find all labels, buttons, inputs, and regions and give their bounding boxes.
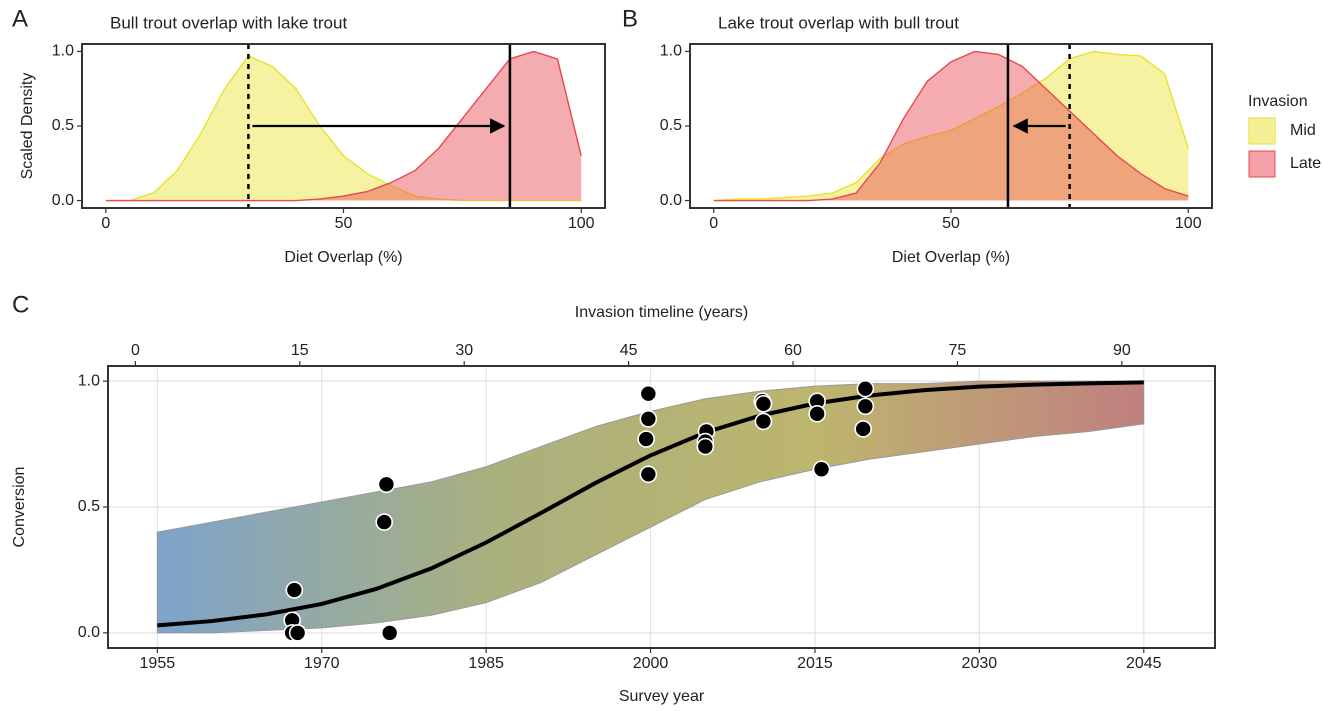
- density-fill: [105, 55, 582, 201]
- survey-point: [812, 460, 831, 479]
- x-tick-label: 2030: [962, 655, 998, 672]
- panel-label: A: [12, 5, 28, 32]
- x-tick-label: 50: [335, 215, 353, 232]
- density-fill: [713, 51, 1189, 201]
- x-tick-label: 1970: [304, 655, 340, 672]
- y-tick-label: 1.0: [52, 43, 74, 60]
- y-tick-label: 0.0: [52, 192, 74, 209]
- y-tick-label: 0.5: [78, 498, 100, 515]
- confidence-band: [156, 380, 1145, 634]
- y-tick-label: 0.5: [52, 117, 74, 134]
- y-tick-label: 1.0: [78, 372, 100, 389]
- survey-point: [856, 397, 875, 416]
- survey-point: [696, 437, 715, 456]
- x-tick-label: 0: [101, 215, 110, 232]
- x-axis-title: Survey year: [619, 688, 705, 705]
- chart-title: Lake trout overlap with bull trout: [718, 13, 959, 32]
- density-fill: [105, 51, 582, 201]
- density-line: [105, 55, 582, 202]
- x-tick-label: 2000: [633, 655, 669, 672]
- y-tick-label: 1.0: [660, 43, 682, 60]
- legend-swatch: [1248, 150, 1276, 178]
- panel-label: C: [12, 291, 29, 318]
- plot-border: [689, 43, 1213, 209]
- x2-tick-label: 30: [455, 342, 473, 359]
- x-tick-label: 0: [709, 215, 718, 232]
- x2-tick-label: 60: [784, 342, 802, 359]
- survey-point: [639, 384, 658, 403]
- survey-point: [856, 379, 875, 398]
- survey-point: [854, 420, 872, 438]
- density-line: [713, 50, 1189, 202]
- chart-title: Bull trout overlap with lake trout: [110, 13, 347, 32]
- x-tick-label: 50: [942, 215, 960, 232]
- x2-tick-label: 90: [1113, 342, 1131, 359]
- plot-border: [107, 365, 1216, 649]
- survey-point: [639, 410, 658, 428]
- panel-label: B: [622, 5, 638, 32]
- x-tick-label: 100: [1175, 215, 1202, 232]
- y-tick-label: 0.0: [78, 624, 100, 641]
- plot-border: [81, 43, 606, 209]
- x-tick-label: 1955: [140, 655, 176, 672]
- x2-tick-label: 75: [949, 342, 967, 359]
- survey-point: [285, 581, 304, 599]
- survey-point: [808, 405, 826, 423]
- x2-axis-title: Invasion timeline (years): [575, 304, 748, 321]
- survey-point: [377, 475, 396, 494]
- x2-tick-label: 15: [291, 342, 309, 359]
- y-axis-title: Scaled Density: [19, 73, 36, 180]
- density-line: [105, 50, 582, 202]
- y-tick-label: 0.5: [660, 117, 682, 134]
- legend-swatch: [1248, 117, 1276, 145]
- legend-title: Invasion: [1248, 93, 1308, 110]
- survey-point: [639, 465, 658, 484]
- x-axis-title: Diet Overlap (%): [284, 249, 402, 266]
- survey-point: [637, 430, 655, 448]
- density-line: [713, 50, 1189, 202]
- legend-label: Mid: [1290, 122, 1316, 139]
- legend-label: Late: [1290, 155, 1321, 172]
- x-tick-label: 2015: [797, 655, 833, 672]
- survey-point: [380, 624, 399, 642]
- survey-point: [375, 513, 394, 531]
- survey-point: [288, 624, 307, 642]
- survey-point: [754, 412, 773, 431]
- y-tick-label: 0.0: [660, 192, 682, 209]
- fit-line: [157, 380, 1144, 628]
- x2-tick-label: 45: [620, 342, 638, 359]
- survey-point: [754, 394, 773, 413]
- x-tick-label: 1985: [468, 655, 504, 672]
- x-axis-title: Diet Overlap (%): [892, 249, 1010, 266]
- x-tick-label: 100: [568, 215, 595, 232]
- x-tick-label: 2045: [1126, 655, 1162, 672]
- y-axis-title: Conversion: [11, 467, 28, 548]
- x2-tick-label: 0: [131, 342, 140, 359]
